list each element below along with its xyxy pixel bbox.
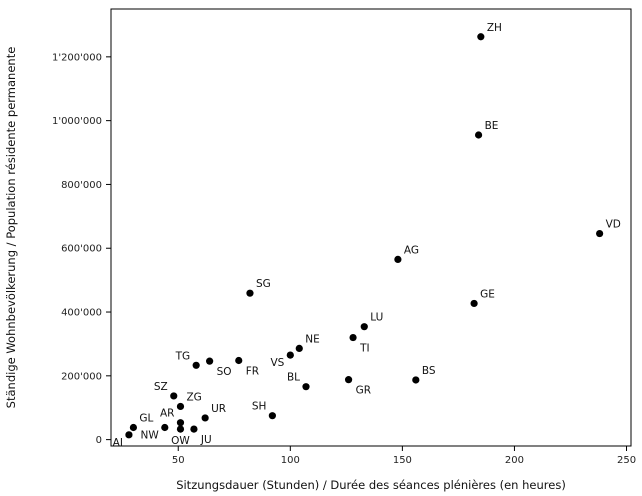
point-label: GL	[139, 412, 153, 424]
point-label: SG	[256, 278, 271, 290]
y-axis: 0 200'000 400'000 600'000 800'000 1'000'000 1'…	[52, 52, 111, 446]
y-axis-title: Ständige Wohnbevölkerung / Population ré…	[4, 47, 18, 409]
point-label: AG	[404, 244, 419, 256]
data-point	[176, 425, 185, 433]
point-label: OW	[171, 435, 190, 447]
x-tick-label: 100	[281, 455, 300, 466]
point-label: AR	[160, 408, 174, 420]
data-point	[176, 419, 185, 427]
point-label: VD	[606, 219, 621, 231]
point-label: JU	[200, 434, 212, 446]
data-point	[394, 255, 402, 263]
data-point	[246, 289, 254, 297]
point-label: BE	[485, 120, 499, 132]
data-point	[161, 423, 169, 432]
x-tick-label: 250	[617, 455, 636, 466]
point-label: GE	[480, 288, 495, 300]
data-point	[344, 376, 353, 384]
y-tick-label: 1'000'000	[52, 116, 102, 127]
data-points: ZH BE VD AG GE SG LU TI NE VS FR SO TG BL GR BS SZ ZG SH UR…	[113, 22, 621, 449]
point-label: SZ	[154, 381, 168, 393]
data-point	[201, 414, 209, 422]
y-tick-label: 600'000	[61, 244, 102, 255]
data-point	[176, 402, 185, 411]
point-label: NW	[141, 429, 160, 441]
x-tick-label: 150	[393, 455, 412, 466]
data-point	[295, 344, 303, 352]
point-label: LU	[370, 312, 383, 324]
point-label: AI	[113, 437, 123, 449]
x-axis: 50 100 150 200 250	[172, 446, 636, 466]
data-point	[596, 229, 604, 238]
data-point	[190, 425, 198, 433]
data-point	[412, 376, 420, 384]
x-tick-label: 200	[505, 455, 524, 466]
data-point	[302, 383, 310, 391]
data-point	[268, 412, 276, 420]
point-label: SO	[217, 366, 232, 378]
point-label: SH	[252, 401, 267, 413]
data-point	[470, 299, 478, 308]
y-tick-label: 400'000	[61, 308, 102, 319]
point-label: VS	[270, 357, 284, 369]
data-point	[360, 323, 368, 331]
point-label: TG	[175, 350, 191, 362]
y-tick-label: 1'200'000	[52, 52, 102, 63]
data-point	[286, 351, 294, 359]
point-label: ZG	[186, 391, 201, 403]
y-tick-label: 0	[96, 435, 102, 446]
y-tick-label: 200'000	[61, 371, 102, 382]
point-label: BL	[287, 372, 300, 384]
point-label: GR	[356, 385, 371, 397]
point-label: UR	[211, 403, 226, 415]
data-point	[477, 33, 485, 41]
data-point	[129, 423, 138, 432]
point-label: BS	[422, 365, 436, 377]
data-point	[206, 357, 214, 365]
point-label: FR	[246, 366, 259, 378]
plot-frame	[110, 8, 632, 447]
y-tick-label: 800'000	[61, 180, 102, 191]
x-axis-title: Sitzungsdauer (Stunden) / Durée des séan…	[176, 478, 566, 492]
point-label: ZH	[487, 22, 502, 34]
point-label: NE	[305, 333, 320, 345]
data-point	[192, 361, 200, 369]
data-point	[349, 333, 357, 342]
point-label: TI	[359, 343, 370, 355]
data-point	[474, 131, 483, 139]
data-point	[125, 431, 133, 439]
data-point	[235, 356, 243, 365]
x-tick-label: 50	[172, 455, 185, 466]
data-point	[170, 392, 178, 400]
